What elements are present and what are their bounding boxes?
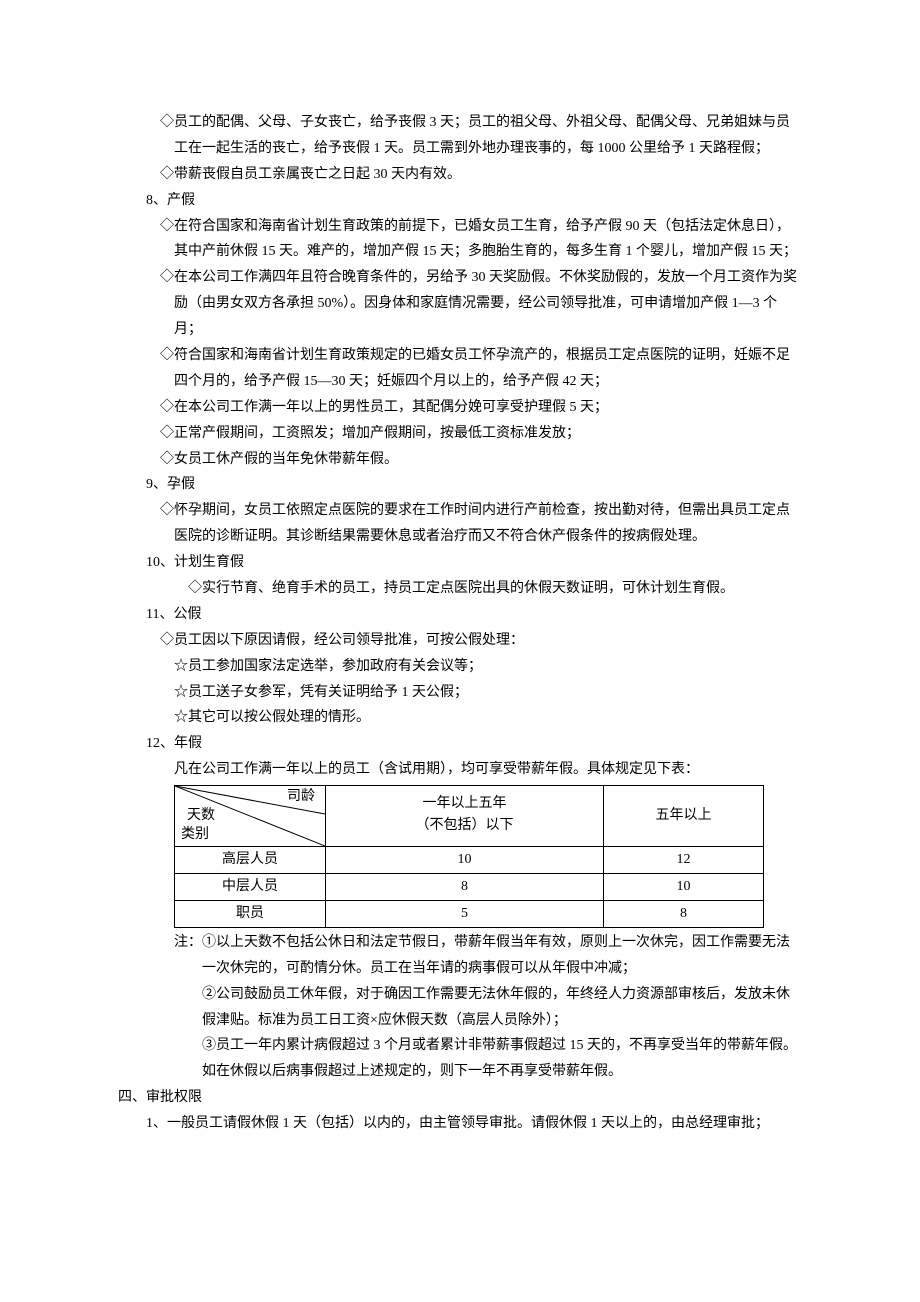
table-header-row: 司龄 天数 类别 一年以上五年 （不包括）以下 五年以上 (175, 786, 764, 847)
note-2: ②公司鼓励员工休年假，对于确因工作需要无法休年假的，年终经人力资源部审核后，发放… (202, 982, 802, 1034)
cell-middle-1to5: 8 (326, 874, 604, 901)
bereavement-rule-2: ◇带薪丧假自员工亲属丧亡之日起 30 天内有效。 (118, 162, 802, 188)
section-11-heading: 11、公假 (118, 602, 802, 628)
section-10-heading: 10、计划生育假 (118, 550, 802, 576)
maternity-rule-d: ◇在本公司工作满一年以上的男性员工，其配偶分娩可享受护理假 5 天； (118, 395, 802, 421)
cell-staff-5plus: 8 (603, 900, 763, 927)
col-header-5plus: 五年以上 (603, 786, 763, 847)
approval-rule-1: 1、一般员工请假休假 1 天（包括）以内的，由主管领导审批。请假休假 1 天以上… (118, 1111, 802, 1137)
diag-label-tenure: 司龄 (287, 790, 315, 804)
section-9-heading: 9、孕假 (118, 472, 802, 498)
note-lead: 注： (174, 930, 202, 1085)
maternity-rule-a: ◇在符合国家和海南省计划生育政策的前提下，已婚女员工生育，给予产假 90 天（包… (118, 214, 802, 266)
maternity-rule-c: ◇符合国家和海南省计划生育政策规定的已婚女员工怀孕流产的，根据员工定点医院的证明… (118, 343, 802, 395)
table-row: 高层人员 10 12 (175, 847, 764, 874)
table-row: 中层人员 8 10 (175, 874, 764, 901)
diag-label-category: 类别 (181, 828, 209, 842)
row-label-middle: 中层人员 (175, 874, 326, 901)
annual-leave-table: 司龄 天数 类别 一年以上五年 （不包括）以下 五年以上 高层人员 10 12 … (174, 785, 764, 928)
col-header-1to5-text: 一年以上五年 （不包括）以下 (415, 793, 513, 838)
public-leave-item-3: ☆其它可以按公假处理的情形。 (118, 705, 802, 731)
maternity-rule-e: ◇正常产假期间，工资照发；增加产假期间，按最低工资标准发放； (118, 421, 802, 447)
diag-label-days: 天数 (187, 809, 215, 823)
table-notes: 注： ①以上天数不包括公休日和法定节假日，带薪年假当年有效，原则上一次休完，因工… (118, 930, 802, 1085)
pregnancy-rule-a: ◇怀孕期间，女员工依照定点医院的要求在工作时间内进行产前检查，按出勤对待，但需出… (118, 498, 802, 550)
cell-middle-5plus: 10 (603, 874, 763, 901)
public-leave-intro: ◇员工因以下原因请假，经公司领导批准，可按公假处理： (118, 628, 802, 654)
maternity-rule-b: ◇在本公司工作满四年且符合晚育条件的，另给予 30 天奖励假。不休奖励假的，发放… (118, 265, 802, 343)
bereavement-rule-1: ◇员工的配偶、父母、子女丧亡，给予丧假 3 天；员工的祖父母、外祖父母、配偶父母… (118, 110, 802, 162)
public-leave-item-2: ☆员工送子女参军，凭有关证明给予 1 天公假； (118, 680, 802, 706)
maternity-rule-f: ◇女员工休产假的当年免休带薪年假。 (118, 447, 802, 473)
row-label-staff: 职员 (175, 900, 326, 927)
section-8-heading: 8、产假 (118, 188, 802, 214)
public-leave-item-1: ☆员工参加国家法定选举，参加政府有关会议等； (118, 654, 802, 680)
row-label-senior: 高层人员 (175, 847, 326, 874)
section-12-heading: 12、年假 (118, 731, 802, 757)
cell-senior-5plus: 12 (603, 847, 763, 874)
table-row: 职员 5 8 (175, 900, 764, 927)
cell-staff-1to5: 5 (326, 900, 604, 927)
annual-leave-intro: 凡在公司工作满一年以上的员工（含试用期），均可享受带薪年假。具体规定见下表： (118, 757, 802, 783)
note-3: ③员工一年内累计病假超过 3 个月或者累计非带薪事假超过 15 天的，不再享受当… (202, 1033, 802, 1085)
section-4-heading: 四、审批权限 (118, 1085, 802, 1111)
table-diagonal-header: 司龄 天数 类别 (175, 786, 326, 847)
col-header-1to5: 一年以上五年 （不包括）以下 (326, 786, 604, 847)
note-1: ①以上天数不包括公休日和法定节假日，带薪年假当年有效，原则上一次休完，因工作需要… (202, 930, 802, 982)
family-planning-rule-a: ◇实行节育、绝育手术的员工，持员工定点医院出具的休假天数证明，可休计划生育假。 (118, 576, 802, 602)
cell-senior-1to5: 10 (326, 847, 604, 874)
